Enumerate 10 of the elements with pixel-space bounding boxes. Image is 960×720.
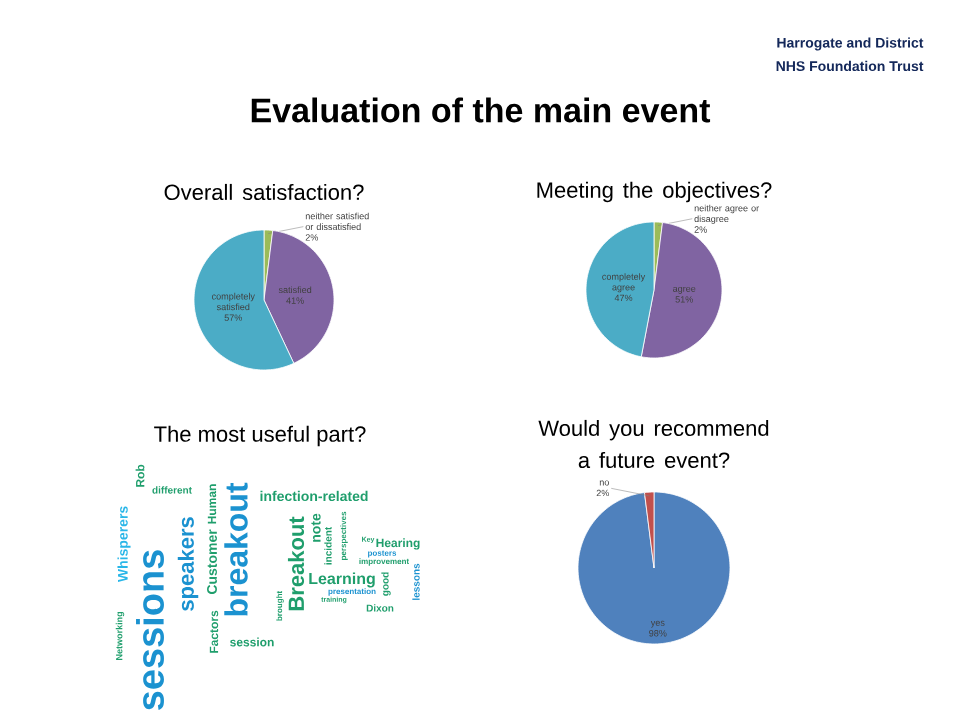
text: Breakout <box>287 516 305 611</box>
text: breakout <box>224 482 248 616</box>
text: sessions <box>136 550 164 710</box>
chart-title: Meeting the objectives? <box>537 181 772 203</box>
chart-title: Overall satisfaction? <box>164 183 364 201</box>
text: Evaluation of the main event <box>251 97 711 123</box>
text: Learning <box>309 572 375 588</box>
text: speakers <box>177 517 199 611</box>
text: The most useful part? <box>154 425 366 447</box>
chart-title: Would you recommend a future event? <box>538 419 769 469</box>
